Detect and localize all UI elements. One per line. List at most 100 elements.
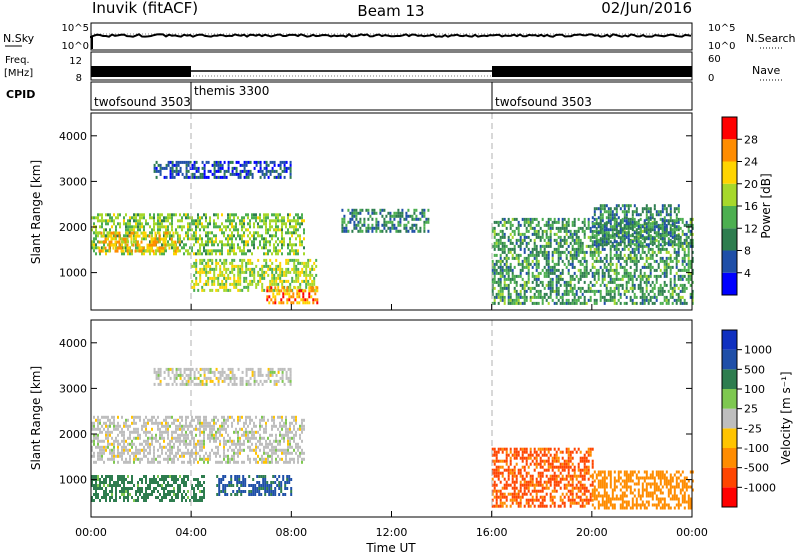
heatmap-cell	[647, 207, 650, 211]
heatmap-cell	[213, 243, 215, 247]
heatmap-cell	[149, 225, 151, 229]
heatmap-cell	[657, 213, 660, 217]
heatmap-cell	[215, 213, 217, 217]
heatmap-cell	[239, 267, 242, 271]
heatmap-cell	[217, 448, 219, 452]
heatmap-cell	[247, 454, 249, 458]
heatmap-cell	[209, 427, 211, 431]
heatmap-cell	[213, 163, 216, 167]
heatmap-cell	[231, 424, 233, 428]
heatmap-cell	[279, 430, 281, 434]
heatmap-cell	[545, 274, 548, 278]
heatmap-cell	[517, 301, 520, 305]
heatmap-cell	[265, 240, 267, 244]
heatmap-cell	[171, 163, 174, 167]
heatmap-cell	[123, 460, 125, 464]
heatmap-cell	[135, 246, 137, 250]
heatmap-cell	[168, 231, 171, 235]
heatmap-cell	[611, 289, 614, 293]
heatmap-cell	[109, 433, 111, 437]
heatmap-cell	[205, 160, 208, 164]
heatmap-cell	[195, 367, 198, 371]
heatmap-cell	[189, 430, 191, 434]
heatmap-cell	[155, 433, 157, 437]
heatmap-cell	[285, 258, 288, 262]
heatmap-cell	[223, 439, 225, 443]
heatmap-cell	[245, 264, 248, 268]
heatmap-cell	[281, 282, 284, 286]
heatmap-cell	[114, 231, 117, 235]
heatmap-cell	[213, 282, 216, 286]
heatmap-cell	[125, 234, 127, 238]
heatmap-cell	[421, 211, 424, 215]
heatmap-cell	[597, 240, 600, 244]
heatmap-cell	[519, 235, 522, 239]
heatmap-cell	[587, 244, 590, 248]
heatmap-cell	[273, 160, 276, 164]
heatmap-cell	[665, 228, 668, 232]
heatmap-cell	[661, 271, 664, 275]
heatmap-cell	[541, 229, 544, 233]
heatmap-cell	[241, 225, 243, 229]
heatmap-cell	[619, 222, 622, 226]
heatmap-cell	[288, 295, 291, 299]
heatmap-cell	[615, 228, 618, 232]
heatmap-cell	[177, 237, 179, 241]
heatmap-cell	[175, 172, 178, 176]
heatmap-cell	[123, 445, 125, 449]
heatmap-cell	[217, 445, 219, 449]
heatmap-cell	[205, 457, 207, 461]
heatmap-cell	[269, 160, 272, 164]
heatmap-cell	[235, 451, 237, 455]
heatmap-cell	[549, 286, 552, 290]
heatmap-cell	[233, 249, 235, 253]
heatmap-cell	[497, 247, 500, 251]
heatmap-cell	[287, 430, 289, 434]
heatmap-cell	[285, 460, 287, 464]
heatmap-cell	[557, 217, 560, 221]
heatmap-cell	[691, 250, 694, 254]
heatmap-cell	[161, 436, 163, 440]
heatmap-cell	[215, 421, 217, 425]
heatmap-cell	[231, 222, 233, 226]
heatmap-cell	[691, 226, 694, 230]
heatmap-cell	[187, 436, 189, 440]
heatmap-cell	[101, 246, 103, 250]
heatmap-cell	[599, 213, 602, 217]
heatmap-cell	[581, 262, 584, 266]
heatmap-cell	[167, 460, 169, 464]
heatmap-cell	[285, 418, 287, 422]
heatmap-cell	[597, 268, 600, 272]
heatmap-cell	[263, 451, 265, 455]
heatmap-cell	[107, 427, 109, 431]
heatmap-cell	[551, 280, 554, 284]
heatmap-cell	[607, 207, 610, 211]
heatmap-cell	[213, 436, 215, 440]
heatmap-cell	[659, 274, 662, 278]
heatmap-cell	[291, 279, 294, 283]
heatmap-cell	[231, 439, 233, 443]
heatmap-cell	[181, 172, 184, 176]
heatmap-cell	[183, 436, 185, 440]
heatmap-cell	[280, 301, 283, 305]
heatmap-cell	[689, 238, 692, 242]
heatmap-cell	[685, 244, 688, 248]
heatmap-cell	[347, 229, 350, 233]
heatmap-cell	[215, 460, 217, 464]
heatmap-cell	[623, 301, 626, 305]
heatmap-cell	[203, 282, 206, 286]
heatmap-cell	[312, 298, 315, 302]
heatmap-cell	[675, 207, 678, 211]
heatmap-cell	[167, 213, 169, 217]
heatmap-cell	[101, 454, 103, 458]
heatmap-cell	[99, 219, 101, 223]
heatmap-cell	[293, 270, 296, 274]
heatmap-cell	[277, 454, 279, 458]
heatmap-cell	[295, 225, 297, 229]
heatmap-cell	[513, 229, 516, 233]
heatmap-cell	[647, 265, 650, 269]
heatmap-cell	[289, 231, 291, 235]
heatmap-cell	[627, 277, 630, 281]
heatmap-cell	[519, 292, 522, 296]
heatmap-cell	[609, 289, 612, 293]
